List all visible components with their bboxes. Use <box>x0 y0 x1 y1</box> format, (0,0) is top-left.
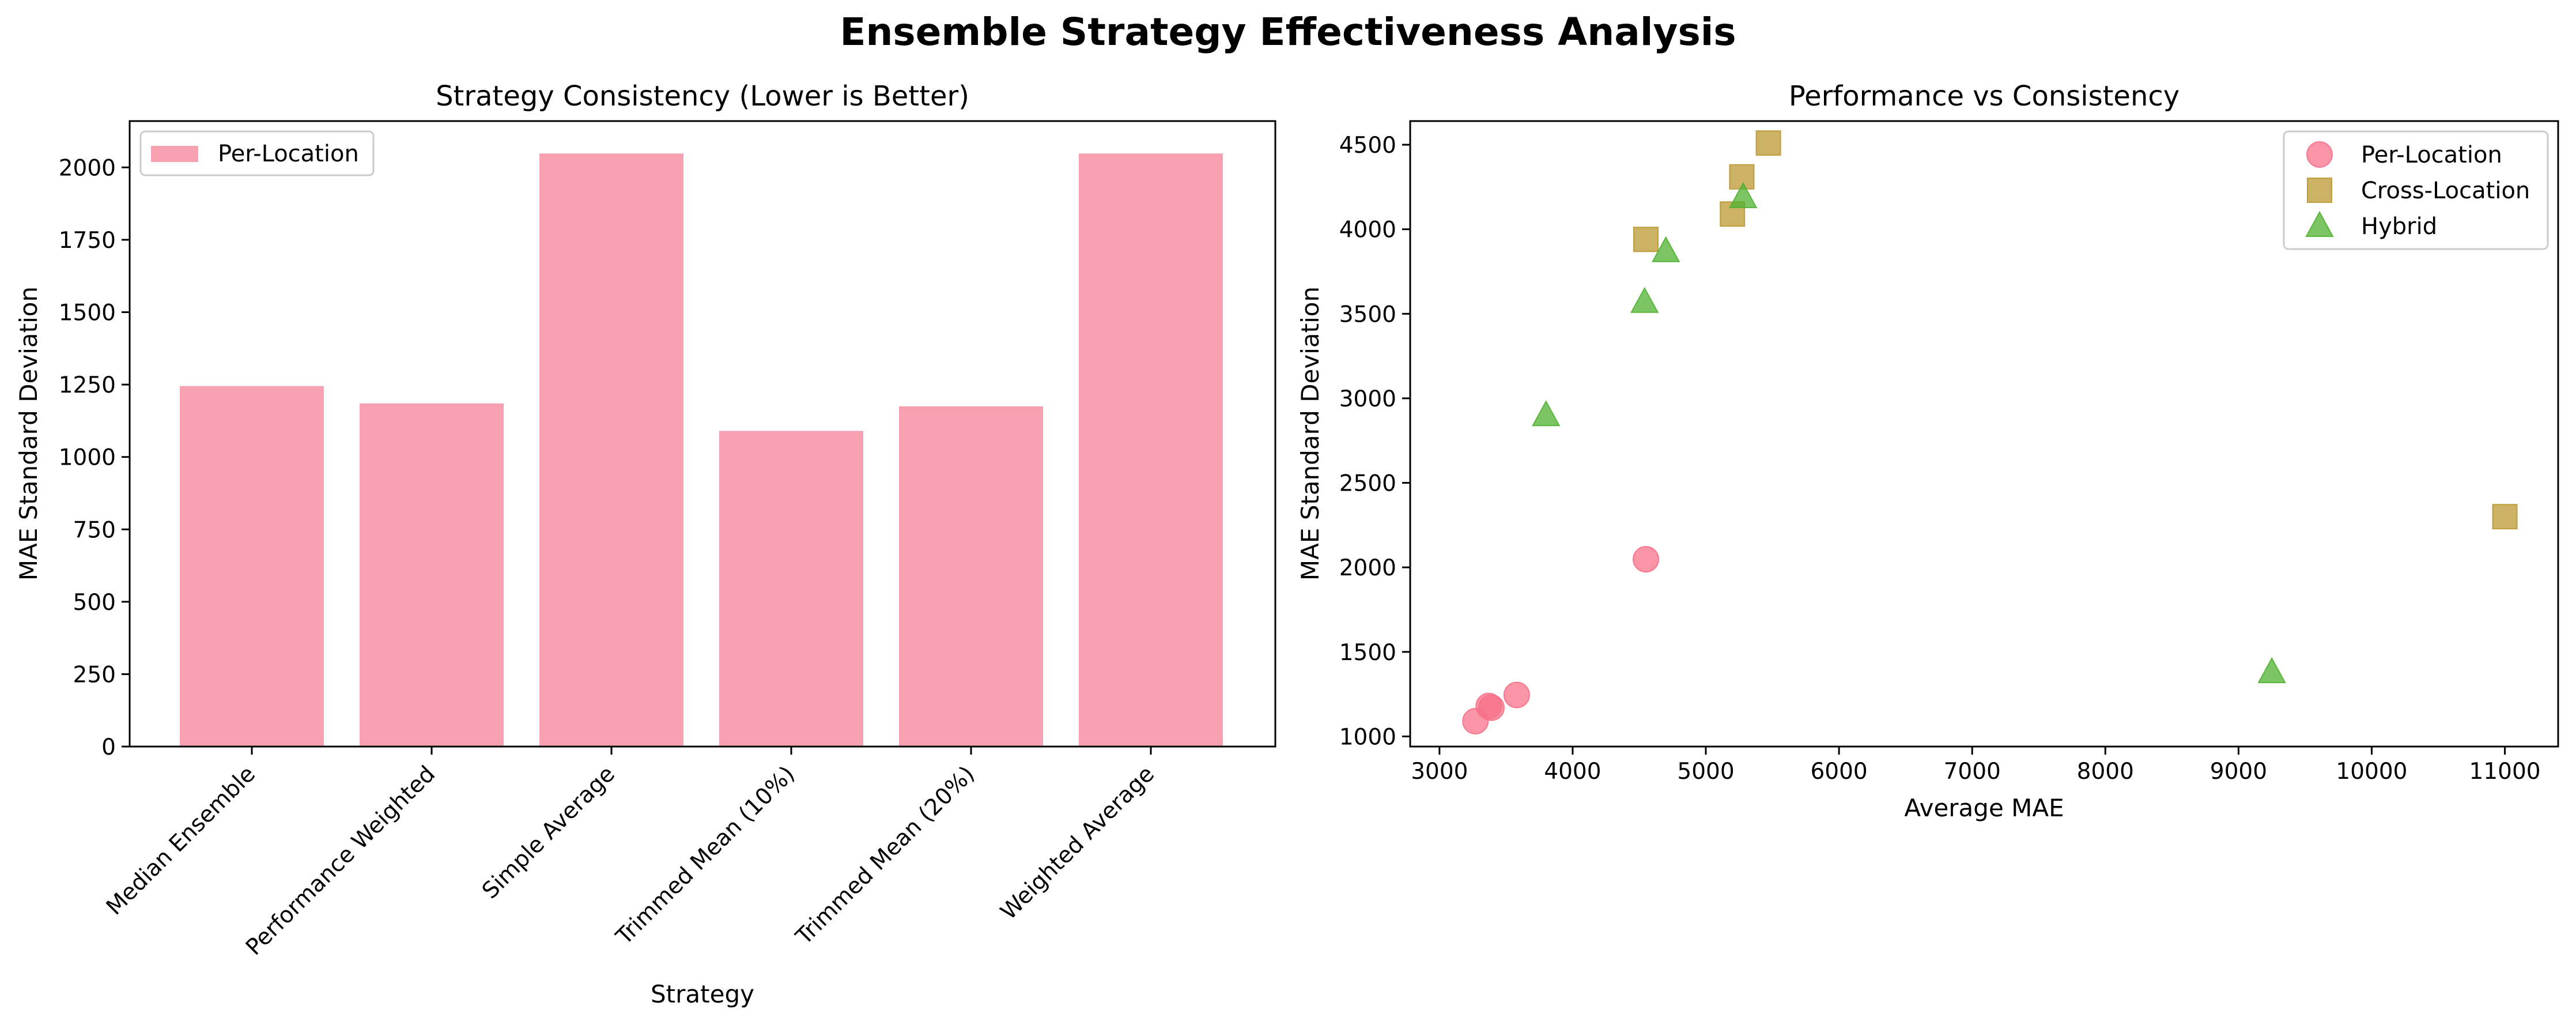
bar-y-tick-label: 500 <box>73 590 116 616</box>
scatter-legend-label-cross-location: Cross-Location <box>2361 178 2530 204</box>
scatter-legend-label-hybrid: Hybrid <box>2361 213 2437 240</box>
scatter-y-tick-label: 1000 <box>1339 724 1396 750</box>
bar-legend-swatch <box>151 146 198 162</box>
bar-y-tick-label: 750 <box>73 517 116 543</box>
bar-x-tick-label: Weighted Average <box>996 761 1159 925</box>
scatter-chart-title: Performance vs Consistency <box>1789 80 2180 112</box>
scatter-point-hybrid-5 <box>2257 657 2286 683</box>
scatter-chart-x-ticks: 3000 4000 5000 6000 7000 8000 9000 10000 11000 <box>1411 747 2541 785</box>
scatter-chart-y-ticks: 1000 1500 2000 2500 3000 3500 4000 4500 <box>1339 133 1410 750</box>
bar-5 <box>899 406 1043 747</box>
bar-y-tick-label: 0 <box>101 734 116 760</box>
bar-chart-marks <box>180 153 1223 747</box>
scatter-chart-marks <box>1462 130 2518 735</box>
bar-3 <box>539 153 683 747</box>
bar-legend-label: Per-Location <box>218 141 359 167</box>
figure-title: Ensemble Strategy Effectiveness Analysis <box>840 10 1736 54</box>
bar-x-tick-label: Simple Average <box>477 761 620 904</box>
scatter-chart-x-axis-label: Average MAE <box>1904 794 2064 822</box>
scatter-point-hybrid-2 <box>1630 287 1659 313</box>
bar-y-tick-label: 1000 <box>59 445 116 471</box>
scatter-point-hybrid-3 <box>1652 236 1680 262</box>
bar-chart-legend: Per-Location <box>139 130 375 176</box>
bar-x-tick-label: Median Ensemble <box>101 761 260 920</box>
bar-y-tick-label: 1750 <box>59 228 116 254</box>
scatter-y-tick-label: 2000 <box>1339 555 1396 581</box>
bar-legend-box <box>139 130 375 176</box>
scatter-point-per-location-3 <box>1478 694 1505 721</box>
scatter-point-hybrid-4 <box>1729 182 1758 208</box>
scatter-legend-marker-cross-location <box>2307 178 2332 203</box>
scatter-chart-frame <box>1409 120 2559 748</box>
scatter-y-tick-label: 2500 <box>1339 471 1396 497</box>
scatter-point-cross-location-4 <box>1755 130 1781 156</box>
scatter-legend-label-per-location: Per-Location <box>2361 142 2502 168</box>
scatter-x-tick-label: 9000 <box>2210 759 2267 785</box>
bar-4 <box>719 431 863 747</box>
scatter-point-hybrid-1 <box>1532 400 1561 427</box>
bar-x-tick-label: Trimmed Mean (10%) <box>611 761 800 950</box>
bar-chart-title: Strategy Consistency (Lower is Better) <box>436 80 969 112</box>
scatter-point-cross-location-5 <box>2492 504 2518 530</box>
bar-x-tick-label: Trimmed Mean (20%) <box>791 761 980 950</box>
scatter-chart-y-axis-label: MAE Standard Deviation <box>1296 287 1324 581</box>
scatter-point-per-location-4 <box>1503 681 1530 709</box>
scatter-y-tick-label: 3000 <box>1339 386 1396 412</box>
scatter-x-tick-label: 11000 <box>2469 759 2541 785</box>
bar-6 <box>1079 153 1223 747</box>
scatter-legend-marker-hybrid <box>2305 210 2334 237</box>
bar-y-tick-label: 1250 <box>59 372 116 398</box>
scatter-chart-legend: Per-Location Cross-Location Hybrid <box>2283 130 2549 250</box>
bar-y-tick-label: 1500 <box>59 300 116 326</box>
scatter-x-tick-label: 3000 <box>1411 759 1468 785</box>
scatter-chart: Performance vs Consistency 3000 4000 5000 6… <box>1296 80 2559 822</box>
scatter-y-tick-label: 1500 <box>1339 640 1396 666</box>
scatter-x-tick-label: 10000 <box>2336 759 2407 785</box>
scatter-y-tick-label: 4000 <box>1339 217 1396 243</box>
bar-chart: Strategy Consistency (Lower is Better) 0… <box>14 80 1276 1008</box>
scatter-y-tick-label: 4500 <box>1339 133 1396 159</box>
bar-chart-x-axis-label: Strategy <box>651 980 754 1008</box>
scatter-point-per-location-5 <box>1633 546 1660 573</box>
bar-y-tick-label: 250 <box>73 662 116 688</box>
scatter-legend-keys <box>2305 141 2334 237</box>
scatter-x-tick-label: 6000 <box>1810 759 1867 785</box>
scatter-legend-marker-per-location <box>2306 141 2333 168</box>
bar-chart-frame <box>129 120 1276 748</box>
bar-2 <box>360 403 504 747</box>
scatter-x-tick-label: 7000 <box>1944 759 2001 785</box>
bar-x-tick-label: Performance Weighted <box>241 761 440 960</box>
scatter-x-tick-label: 4000 <box>1544 759 1601 785</box>
bar-chart-y-axis-label: MAE Standard Deviation <box>14 287 43 581</box>
bar-chart-y-ticks: 0 250 500 750 1000 1250 1500 1750 2000 <box>59 155 130 760</box>
bar-y-tick-label: 2000 <box>59 155 116 181</box>
scatter-x-tick-label: 8000 <box>2077 759 2134 785</box>
scatter-legend-box <box>2283 130 2549 250</box>
scatter-point-cross-location-1 <box>1633 227 1659 253</box>
bar-1 <box>180 386 324 747</box>
scatter-x-tick-label: 5000 <box>1677 759 1734 785</box>
scatter-y-tick-label: 3500 <box>1339 302 1396 327</box>
